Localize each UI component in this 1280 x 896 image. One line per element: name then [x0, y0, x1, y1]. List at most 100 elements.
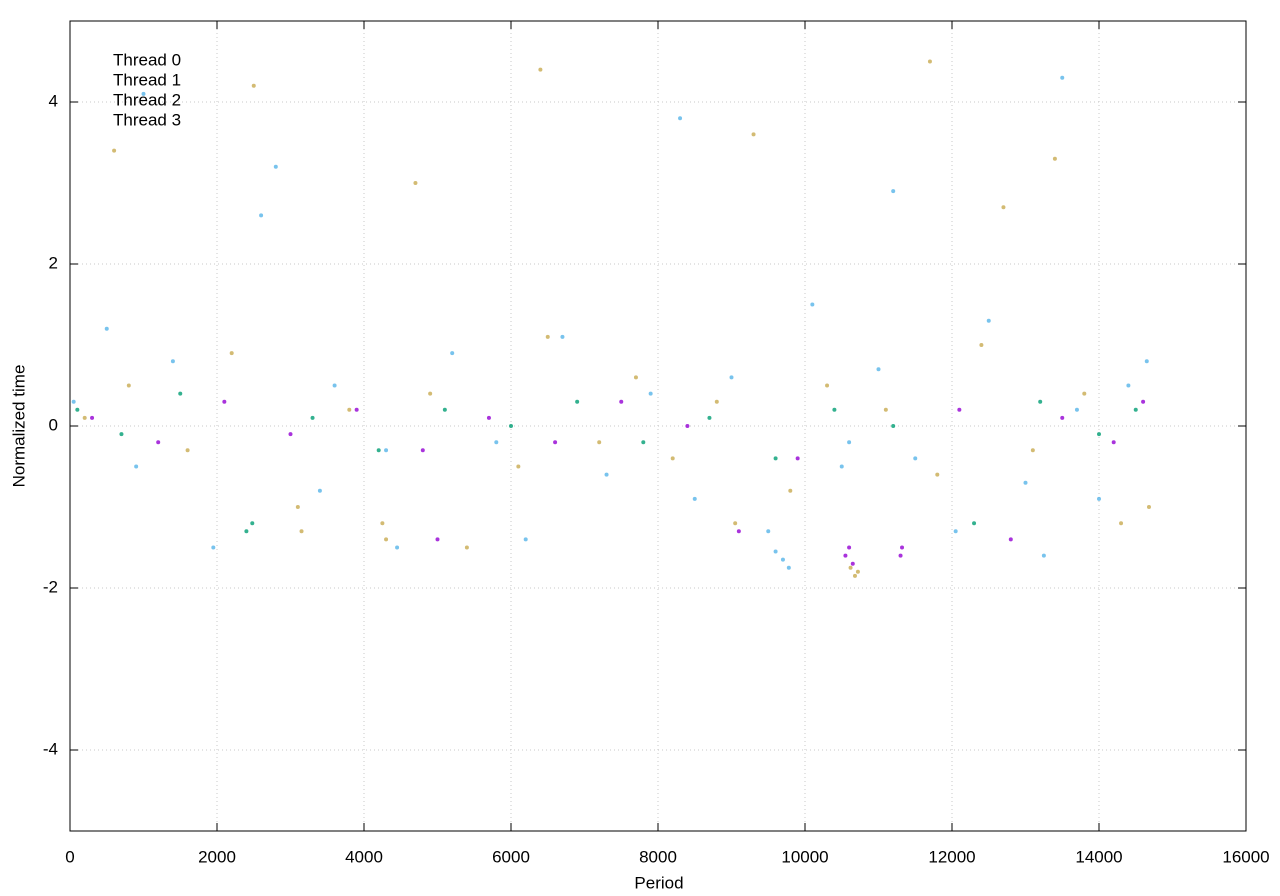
data-point — [310, 415, 315, 420]
data-point — [288, 432, 293, 437]
data-point — [317, 488, 322, 493]
data-point — [1133, 407, 1138, 412]
data-point — [780, 557, 785, 562]
data-point — [1041, 553, 1046, 558]
plot-frame — [69, 20, 1247, 832]
data-point — [170, 359, 175, 364]
data-point — [1023, 480, 1028, 485]
data-point — [979, 343, 984, 347]
data-point — [685, 424, 690, 428]
data-point — [1001, 205, 1006, 210]
data-point — [729, 375, 734, 380]
y-tick-label: -2 — [43, 577, 58, 596]
data-point — [332, 383, 337, 388]
data-point — [229, 351, 234, 356]
data-point — [126, 383, 131, 388]
data-point — [299, 529, 304, 534]
y-tick-label: 0 — [49, 415, 58, 434]
data-point — [538, 67, 543, 72]
data-point — [90, 415, 95, 420]
data-point — [597, 440, 602, 445]
data-point — [516, 464, 521, 469]
data-point — [553, 440, 558, 445]
data-point — [1144, 359, 1149, 364]
data-point — [376, 448, 381, 453]
data-point — [648, 391, 653, 396]
y-tick-label: 4 — [49, 91, 58, 110]
data-point — [633, 375, 638, 380]
data-point — [413, 181, 418, 185]
data-point — [486, 415, 491, 420]
legend-label: Thread 1 — [113, 70, 181, 89]
data-point — [733, 521, 738, 526]
data-point — [560, 334, 565, 339]
data-point — [104, 326, 109, 331]
data-point — [464, 545, 469, 550]
data-point — [751, 132, 756, 137]
data-point — [211, 545, 216, 550]
x-tick-label: 4000 — [345, 847, 383, 866]
x-tick-label: 2000 — [198, 847, 236, 866]
data-point — [707, 415, 712, 420]
data-point — [957, 407, 962, 412]
data-point — [251, 83, 256, 88]
data-point — [435, 537, 440, 542]
x-tick-label: 0 — [65, 847, 74, 866]
data-point — [82, 415, 87, 420]
data-point — [75, 407, 80, 412]
data-point — [347, 407, 352, 412]
data-point — [222, 399, 227, 404]
data-point — [259, 213, 264, 218]
data-point — [736, 529, 741, 534]
data-point — [900, 545, 905, 550]
data-point — [773, 456, 778, 461]
x-tick-label: 8000 — [639, 847, 677, 866]
data-point — [766, 529, 771, 534]
data-point — [953, 529, 958, 534]
data-point — [986, 318, 991, 323]
data-point — [141, 91, 146, 96]
legend-label: Thread 0 — [113, 50, 181, 69]
data-point — [810, 302, 815, 307]
data-point — [442, 407, 447, 412]
x-tick-label: 14000 — [1075, 847, 1122, 866]
data-point — [839, 464, 844, 469]
data-point — [1082, 391, 1087, 396]
data-point — [935, 472, 940, 477]
data-point — [1008, 537, 1013, 542]
data-point — [843, 553, 848, 558]
data-point — [1060, 415, 1065, 420]
data-point — [384, 448, 389, 453]
y-axis-label: Normalized time — [9, 365, 28, 488]
data-point — [185, 448, 190, 453]
data-point — [1097, 496, 1101, 501]
data-point — [1111, 440, 1116, 445]
data-point — [773, 549, 778, 554]
data-point — [112, 148, 117, 153]
data-point — [509, 424, 513, 428]
data-point — [1097, 432, 1101, 437]
data-point — [1052, 156, 1057, 161]
data-point — [788, 488, 793, 493]
data-point — [119, 432, 124, 437]
data-point — [619, 399, 624, 404]
data-point — [1038, 399, 1043, 404]
data-point — [876, 367, 881, 372]
data-point — [523, 537, 528, 542]
data-point — [1030, 448, 1035, 453]
data-point — [1146, 505, 1151, 509]
data-point — [913, 456, 918, 461]
data-point — [354, 407, 359, 412]
data-point — [670, 456, 675, 461]
data-point — [795, 456, 800, 461]
data-point — [1141, 399, 1146, 404]
data-point — [692, 496, 697, 501]
data-point — [883, 407, 888, 412]
x-axis-label: Period — [634, 873, 683, 892]
y-tick-label: 2 — [49, 253, 58, 272]
data-point — [250, 521, 255, 526]
data-point — [244, 529, 249, 534]
data-point — [604, 472, 609, 477]
data-point — [678, 116, 683, 121]
